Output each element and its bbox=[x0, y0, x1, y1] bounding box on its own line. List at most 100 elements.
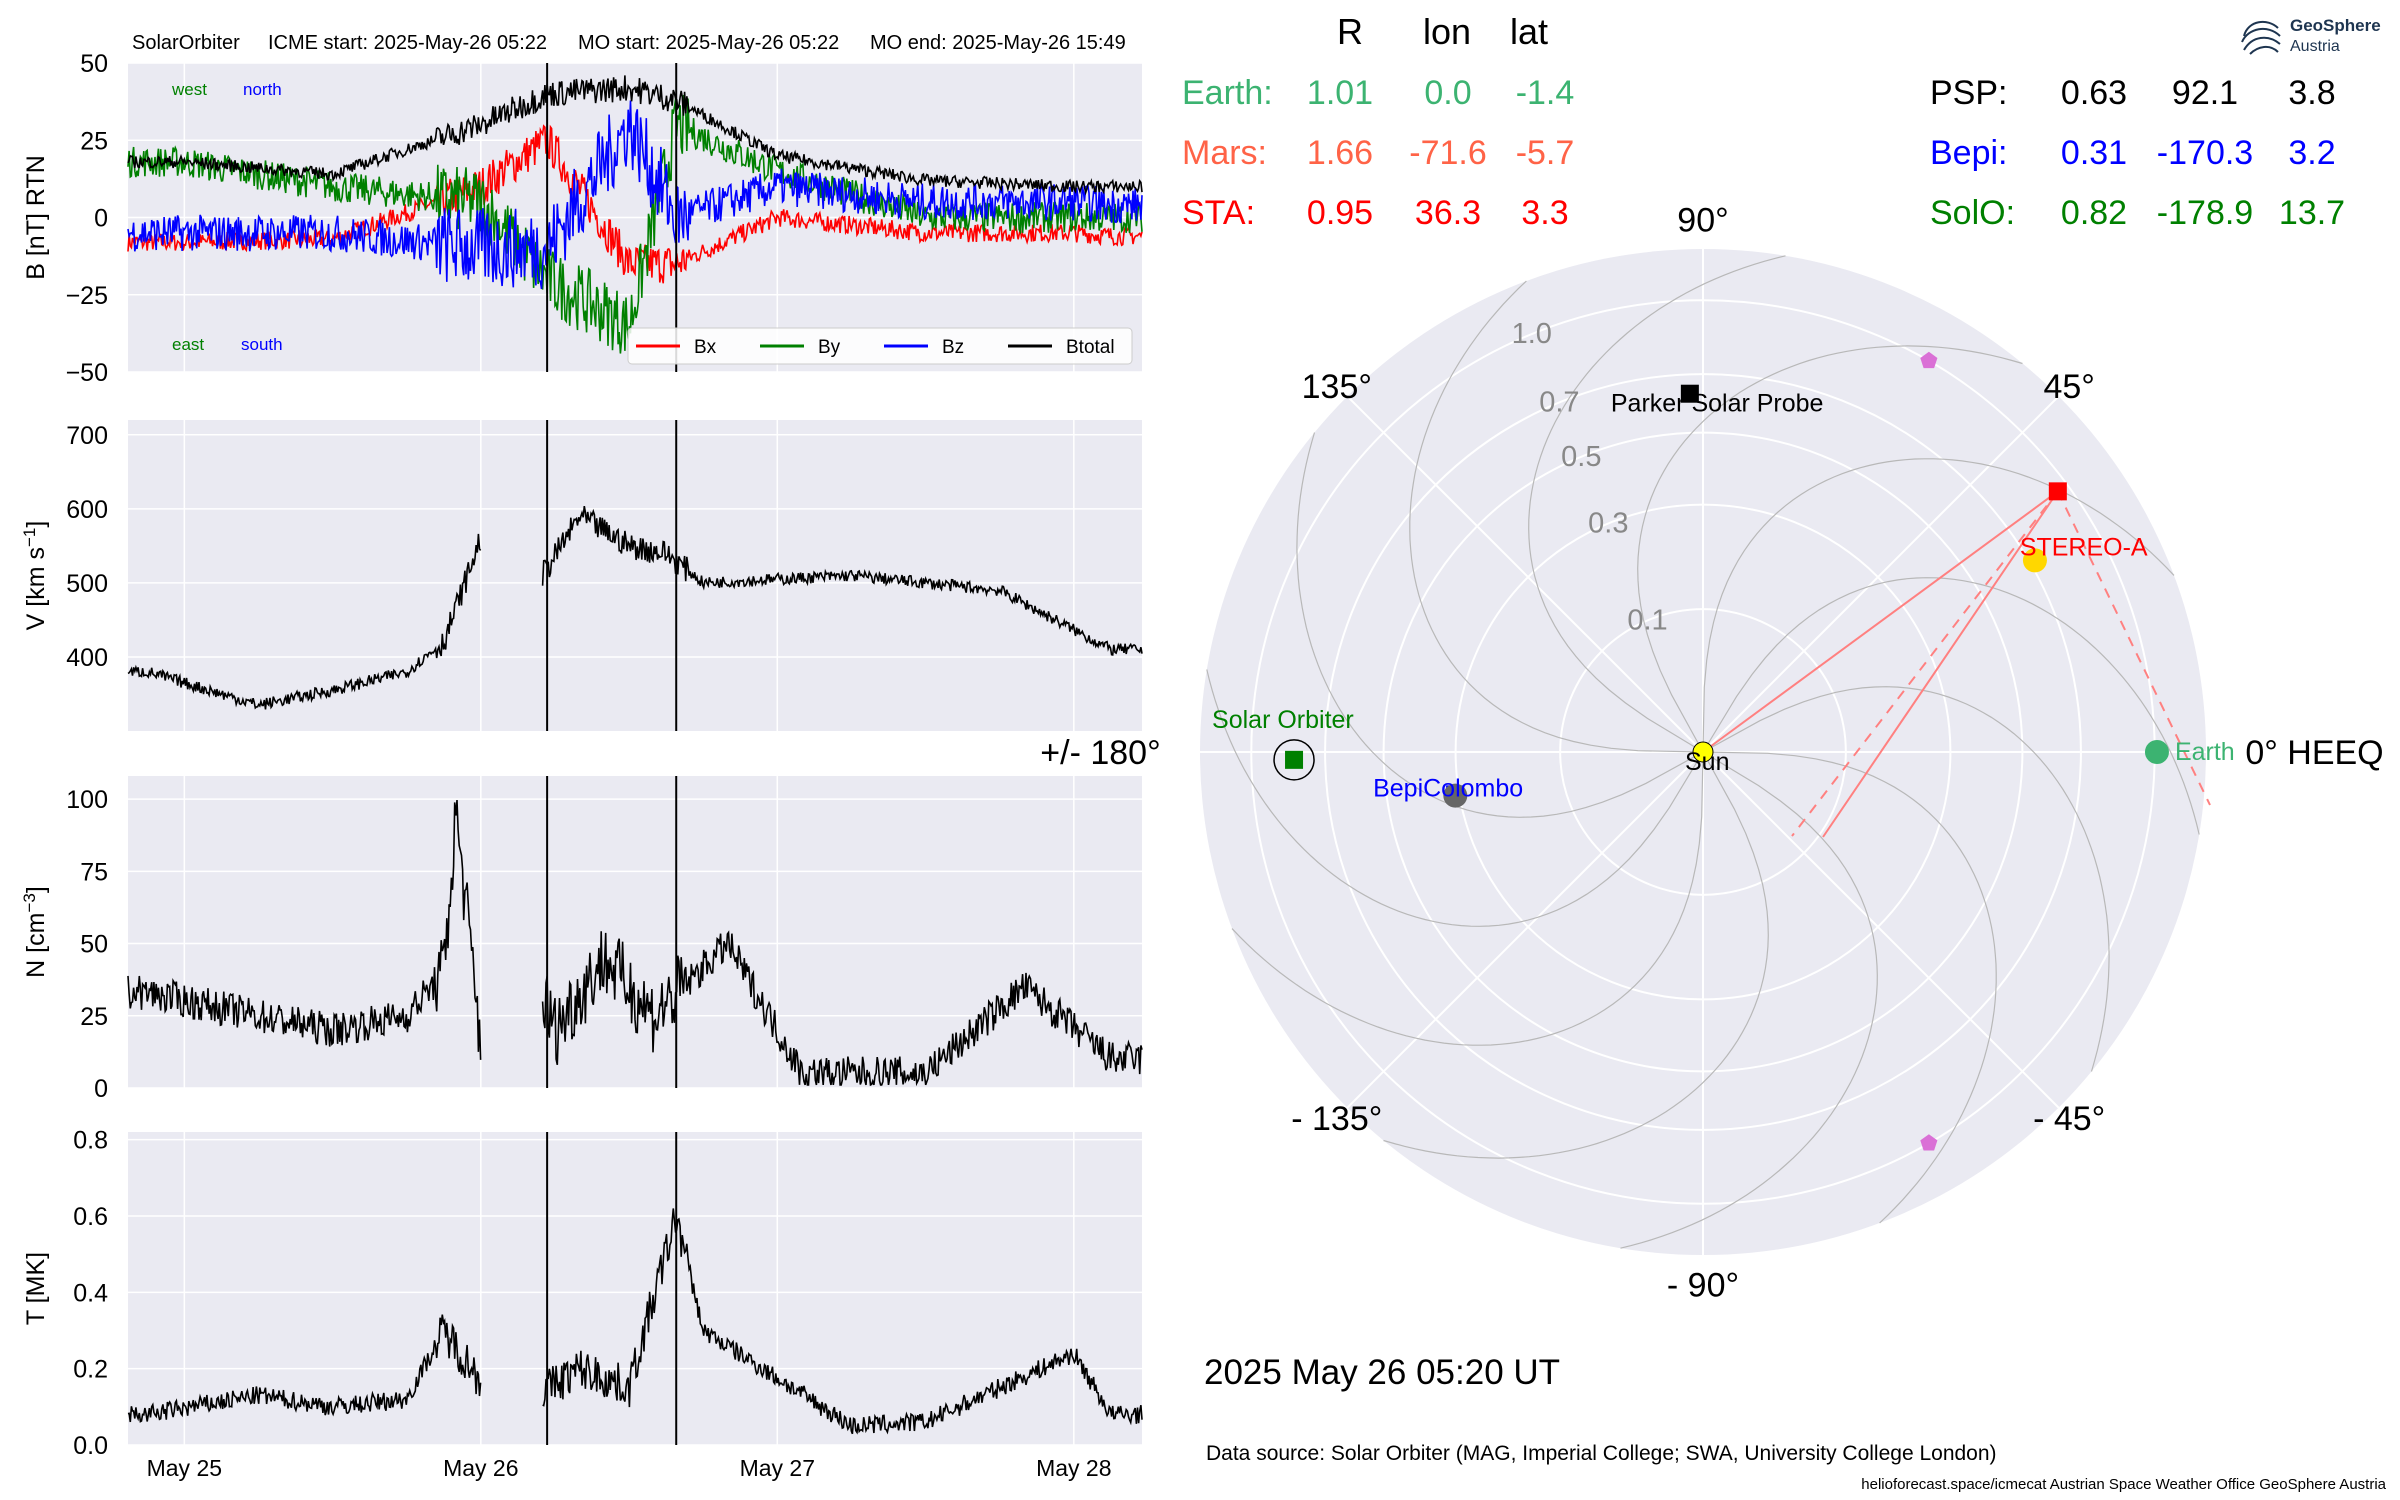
y-tick-label: 0.0 bbox=[73, 1432, 108, 1460]
angle-label: - 45° bbox=[2033, 1100, 2105, 1138]
radial-tick-label: 0.3 bbox=[1588, 508, 1628, 540]
table-cell-lon: 0.0 bbox=[1424, 74, 1471, 112]
table-cell-name: PSP: bbox=[1930, 74, 2007, 112]
footer-time: 2025 May 26 05:20 UT bbox=[1204, 1353, 1560, 1392]
y-tick-label: 0.2 bbox=[73, 1356, 108, 1384]
y-axis-label: N [cm−3] bbox=[20, 886, 51, 978]
stereo-a-label: STEREO-A bbox=[2020, 533, 2148, 561]
table-cell-lon: -170.3 bbox=[2157, 134, 2253, 172]
table-cell-name: Bepi: bbox=[1930, 134, 2008, 172]
table-cell-r: 1.66 bbox=[1307, 134, 1373, 172]
y-tick-label: 500 bbox=[66, 570, 108, 598]
panel-temperature: 0.8 0.6 0.4 0.2 0.0 T [MK] May 25 May 26 May 27 M… bbox=[22, 1127, 1143, 1481]
radial-tick-label: 0.5 bbox=[1561, 441, 1601, 473]
table-cell-lon: -71.6 bbox=[1409, 134, 1487, 172]
table-cell-lat: 3.2 bbox=[2288, 134, 2335, 172]
angular-grid-line bbox=[1702, 751, 2060, 1109]
x-tick-label: May 27 bbox=[740, 1455, 815, 1481]
table-cell-lon: 92.1 bbox=[2172, 74, 2238, 112]
angle-label: - 90° bbox=[1667, 1266, 1739, 1304]
parker-spiral-line bbox=[1702, 458, 2175, 753]
y-tick-label: 0 bbox=[94, 1075, 108, 1103]
radial-tick-label: 1.0 bbox=[1512, 318, 1552, 350]
y-tick-label: 700 bbox=[66, 422, 108, 450]
radial-tick-label: 0.1 bbox=[1627, 605, 1667, 637]
table-cell-lat: 3.3 bbox=[1521, 194, 1568, 232]
legend-label-by: By bbox=[818, 337, 841, 358]
table-cell-r: 0.95 bbox=[1307, 194, 1373, 232]
y-tick-label: 25 bbox=[80, 127, 108, 155]
stereo-a-fov-line bbox=[1791, 490, 2059, 837]
table-row-left: Mars: 1.66 -71.6 -5.7 bbox=[1182, 134, 1574, 172]
table-cell-r: 0.82 bbox=[2061, 194, 2127, 232]
parker-spiral-line bbox=[1231, 751, 1704, 1046]
parker-spiral-line bbox=[1702, 751, 1997, 1224]
table-cell-name: Mars: bbox=[1182, 134, 1267, 172]
solar-orbiter-label: Solar Orbiter bbox=[1212, 706, 1354, 734]
table-row-right: Bepi: 0.31 -170.3 3.2 bbox=[1930, 134, 2336, 172]
bepicolombo-label: BepiColombo bbox=[1373, 774, 1523, 802]
table-header-lon: lon bbox=[1423, 11, 1471, 52]
y-tick-label: 50 bbox=[80, 50, 108, 78]
angle-label: 0° HEEQ bbox=[2245, 734, 2383, 772]
y-tick-label: 25 bbox=[80, 1003, 108, 1031]
y-tick-label: −25 bbox=[66, 282, 108, 310]
mercury-marker bbox=[1443, 783, 1468, 808]
parker-spiral-line bbox=[1206, 669, 1704, 927]
table-row-left: Earth: 1.01 0.0 -1.4 bbox=[1182, 74, 1574, 112]
parker-spiral-line bbox=[1296, 432, 1704, 818]
l4-marker bbox=[1920, 351, 1938, 369]
panel-background bbox=[128, 420, 1142, 731]
series-line bbox=[127, 505, 1143, 710]
parker-spiral-line bbox=[1409, 280, 1704, 753]
series-bz-line bbox=[127, 100, 1143, 290]
table-header-r: R bbox=[1337, 11, 1363, 52]
panel-background bbox=[128, 776, 1142, 1088]
table-cell-name: SolO: bbox=[1930, 194, 2015, 232]
angle-label: 135° bbox=[1302, 368, 1372, 406]
stereo-a-marker bbox=[2048, 482, 2067, 501]
series-bx-line bbox=[127, 124, 1143, 284]
south-label: south bbox=[241, 335, 283, 354]
series-btotal-line bbox=[127, 75, 1143, 196]
y-tick-label: 100 bbox=[66, 786, 108, 814]
legend: Bx By Bz Btotal bbox=[627, 327, 1133, 365]
stereo-a-fov-line bbox=[2056, 490, 2211, 806]
y-tick-label: 0.8 bbox=[73, 1127, 108, 1155]
y-tick-label: −50 bbox=[66, 359, 108, 387]
y-tick-label: 600 bbox=[66, 496, 108, 524]
logo-name: GeoSphere bbox=[2290, 16, 2381, 35]
table-cell-name: STA: bbox=[1182, 194, 1255, 232]
y-axis-label: V [km s−1] bbox=[20, 521, 51, 631]
legend-frame bbox=[627, 327, 1133, 365]
x-tick-label: May 25 bbox=[147, 1455, 222, 1481]
earth-label: Earth bbox=[2175, 738, 2235, 766]
panel-magnetic_field: 50 25 0 −25 −50 B [nT] RTN west north east south B… bbox=[22, 50, 1143, 387]
angle-label: 45° bbox=[2043, 368, 2094, 406]
l5-marker bbox=[1920, 1134, 1938, 1151]
table-cell-r: 0.31 bbox=[2061, 134, 2127, 172]
north-label: north bbox=[243, 80, 282, 99]
panel-background bbox=[128, 1132, 1142, 1445]
parker-spiral-line bbox=[1620, 751, 1878, 1249]
table-cell-r: 1.01 bbox=[1307, 74, 1373, 112]
table-cell-lat: -1.4 bbox=[1516, 74, 1575, 112]
table-cell-lat: 13.7 bbox=[2279, 194, 2345, 232]
spacecraft-title: SolarOrbiter bbox=[132, 32, 240, 54]
logo-sub: Austria bbox=[2290, 38, 2340, 55]
west-label: west bbox=[171, 80, 207, 99]
table-cell-r: 0.63 bbox=[2061, 74, 2127, 112]
angular-grid-line bbox=[1346, 395, 1704, 753]
legend-label-bz: Bz bbox=[942, 337, 964, 358]
solar-orbiter-ring bbox=[1273, 739, 1315, 781]
parker-solar-probe-marker bbox=[1680, 384, 1699, 403]
table-row-right: SolO: 0.82 -178.9 13.7 bbox=[1930, 194, 2345, 232]
parker-solar-probe-label: Parker Solar Probe bbox=[1611, 390, 1824, 418]
table-row-right: PSP: 0.63 92.1 3.8 bbox=[1930, 74, 2336, 112]
solar-orbiter-marker bbox=[1285, 750, 1304, 769]
parker-spiral-line bbox=[1528, 255, 1786, 753]
sun-label: Sun bbox=[1685, 748, 1729, 776]
y-tick-label: 0.6 bbox=[73, 1203, 108, 1231]
